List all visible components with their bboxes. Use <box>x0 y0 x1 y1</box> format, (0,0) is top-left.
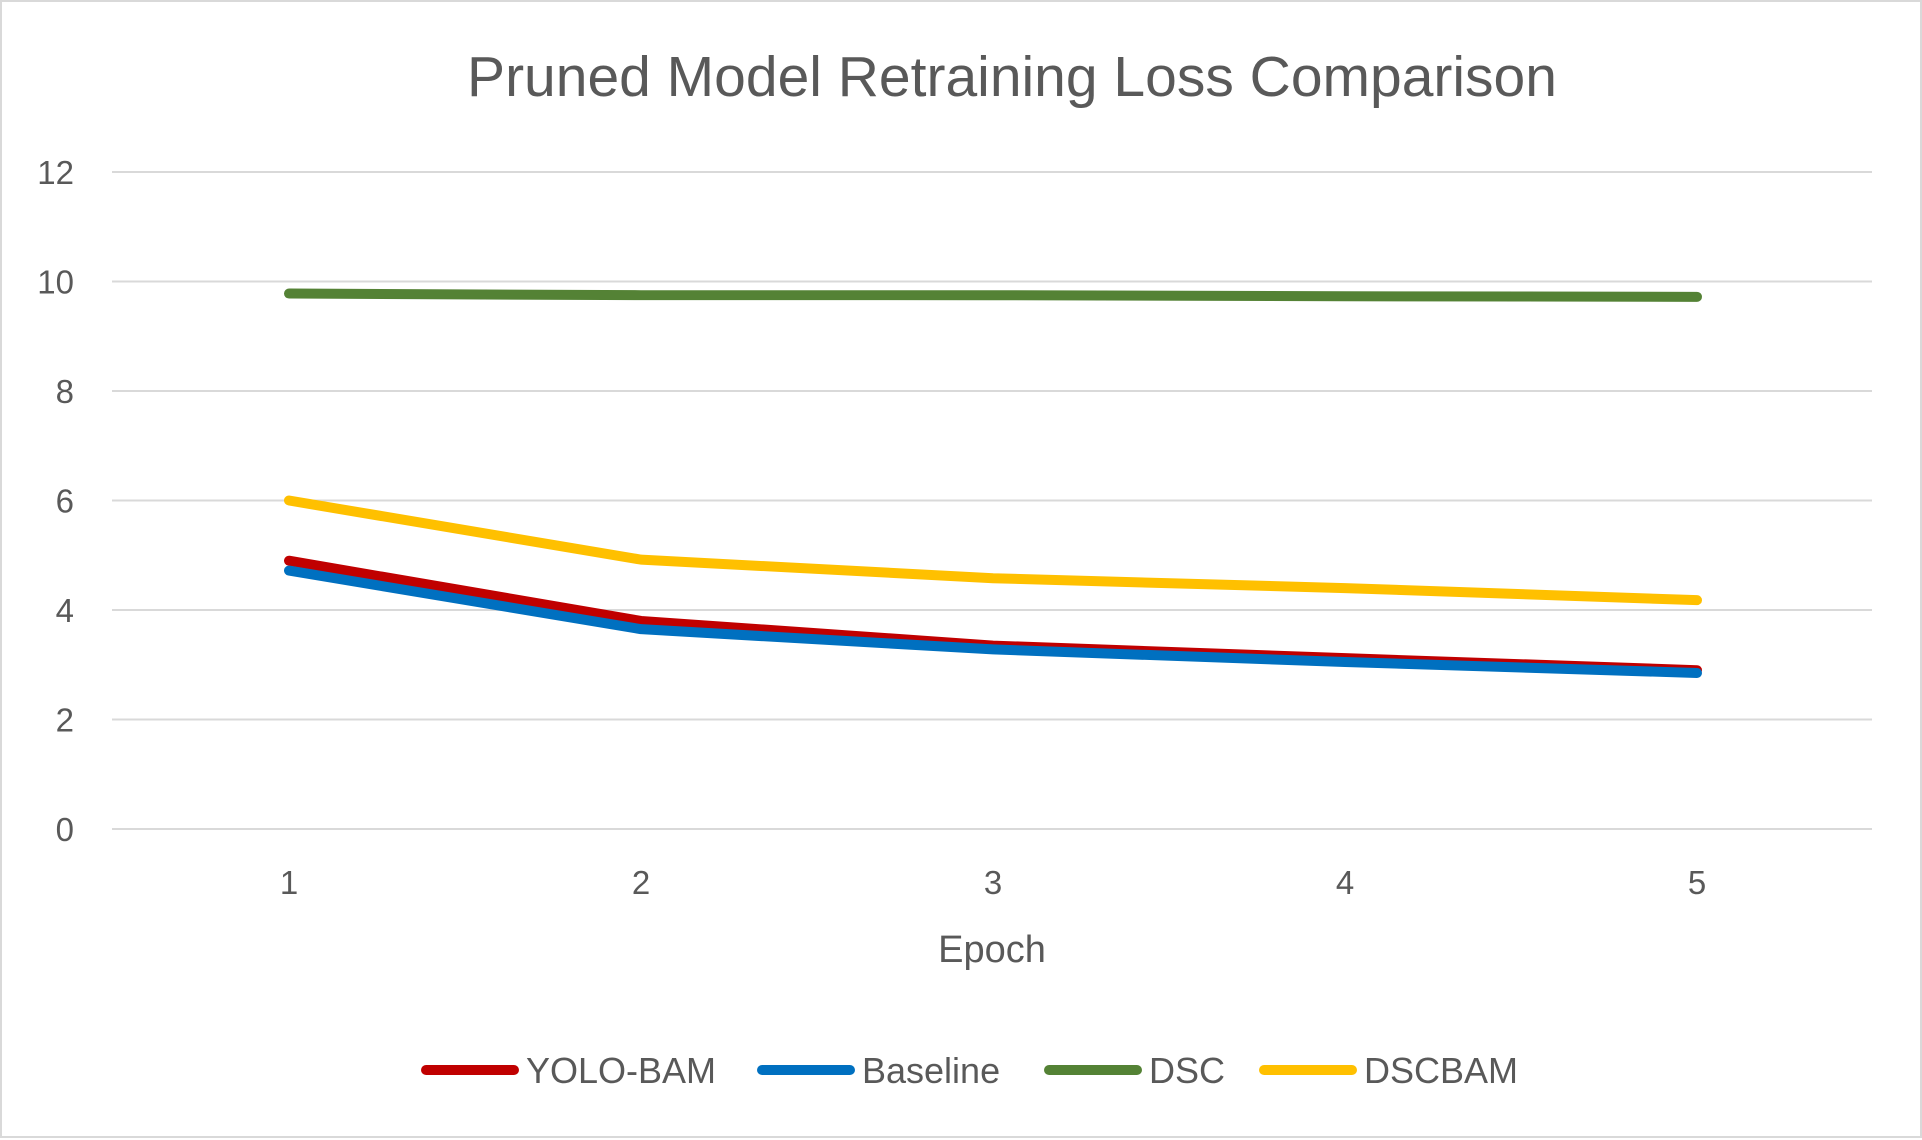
x-axis-ticks: 1 2 3 4 5 <box>280 864 1706 901</box>
gridlines <box>112 171 1872 830</box>
y-tick-label: 2 <box>56 702 74 739</box>
chart-title: Pruned Model Retraining Loss Comparison <box>467 45 1557 109</box>
x-axis-title: Epoch <box>938 929 1046 971</box>
x-tick-label: 5 <box>1688 864 1706 901</box>
y-axis-ticks: 0 2 4 6 8 10 12 <box>37 154 74 848</box>
x-tick-label: 4 <box>1336 864 1354 901</box>
y-tick-label: 12 <box>37 154 74 191</box>
x-tick-label: 1 <box>280 864 298 901</box>
x-tick-label: 3 <box>984 864 1002 901</box>
legend-label-dscbam: DSCBAM <box>1364 1050 1518 1091</box>
x-tick-label: 2 <box>632 864 650 901</box>
series-line-baseline <box>284 565 1702 678</box>
y-tick-label: 6 <box>56 483 74 520</box>
legend-label-baseline: Baseline <box>862 1050 1000 1091</box>
series-line-dsc <box>284 288 1702 302</box>
legend-label-dsc: DSC <box>1149 1050 1225 1091</box>
y-tick-label: 4 <box>56 592 74 629</box>
y-tick-label: 8 <box>56 373 74 410</box>
legend: YOLO-BAM Baseline DSC DSCBAM <box>421 1050 1518 1091</box>
y-tick-label: 10 <box>37 264 74 301</box>
series-line-dscbam <box>284 495 1702 606</box>
series-lines <box>284 288 1702 678</box>
y-tick-label: 0 <box>56 811 74 848</box>
legend-label-yolo-bam: YOLO-BAM <box>526 1050 716 1091</box>
